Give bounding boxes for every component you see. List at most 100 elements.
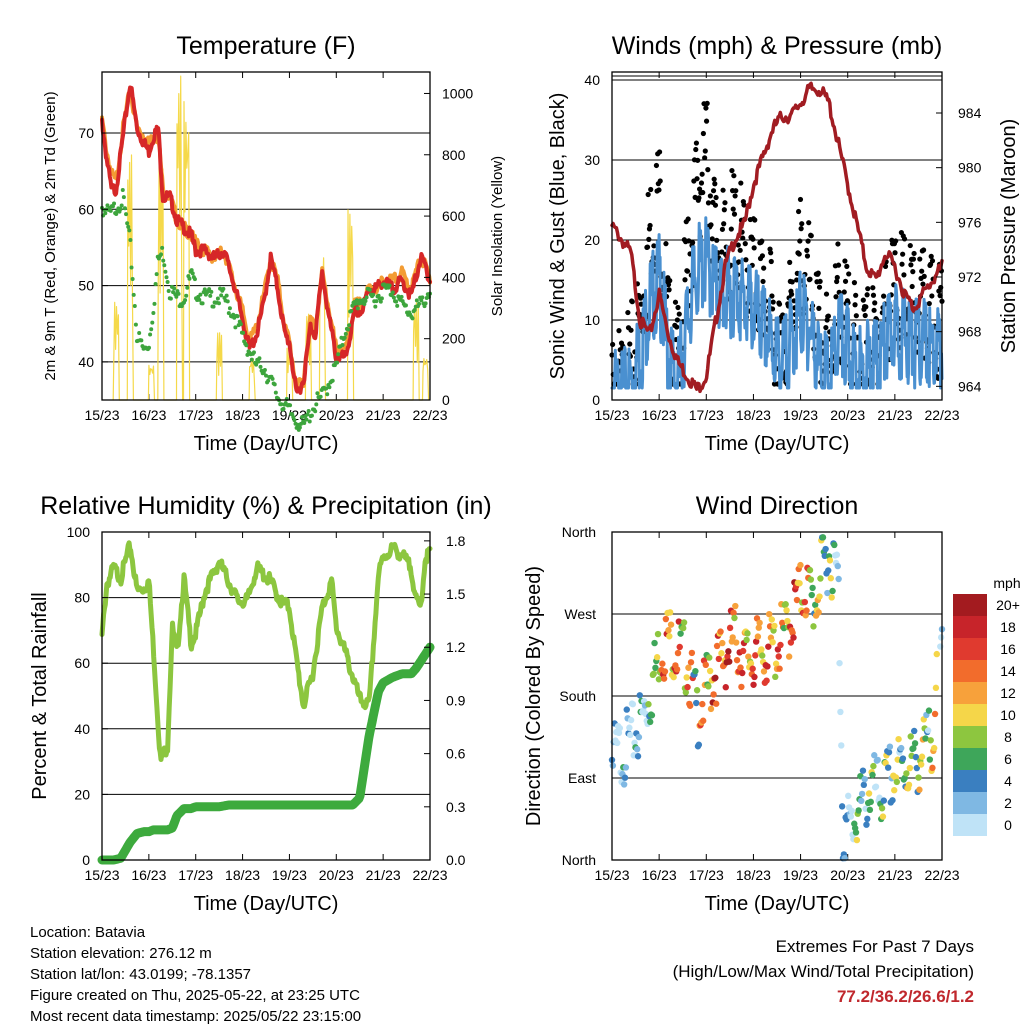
gust-point xyxy=(865,286,871,292)
direction-point xyxy=(848,807,855,815)
gust-point xyxy=(740,235,746,241)
direction-point xyxy=(686,702,694,709)
gust-point xyxy=(737,247,743,253)
temp-xlabel: Time (Day/UTC) xyxy=(194,433,339,455)
gust-point xyxy=(911,250,917,257)
legend-label: 14 xyxy=(1000,663,1016,679)
rh-xtick-label: 21/23 xyxy=(366,867,401,883)
legend-swatch xyxy=(953,748,987,770)
dewpoint-point xyxy=(254,362,259,367)
direction-point xyxy=(684,683,691,691)
legend-swatch xyxy=(953,792,987,814)
direction-point xyxy=(776,665,783,672)
gust-point xyxy=(760,278,766,285)
direction-point xyxy=(825,567,832,574)
dewpoint-point xyxy=(215,296,220,301)
temp-ytick-right-label: 800 xyxy=(442,147,466,163)
direction-point xyxy=(695,741,703,748)
direction-point xyxy=(772,673,779,681)
direction-point xyxy=(744,630,751,637)
gust-point xyxy=(720,187,726,193)
precipitation-line xyxy=(97,642,435,865)
direction-point xyxy=(879,813,887,820)
gust-point xyxy=(823,324,829,331)
dewpoint-point xyxy=(163,269,168,274)
gust-point xyxy=(842,258,848,264)
gust-point xyxy=(705,200,712,206)
direction-point xyxy=(660,675,668,682)
temp-ytick-label: 70 xyxy=(78,125,94,141)
direction-point xyxy=(916,786,923,793)
rh-ytick-right-label: 0.0 xyxy=(446,852,466,868)
direction-point xyxy=(693,699,700,707)
gust-point xyxy=(917,256,923,262)
dewpoint-point xyxy=(152,301,157,306)
direction-point xyxy=(622,764,630,771)
dewpoint-point xyxy=(313,409,318,414)
gust-point xyxy=(804,253,811,259)
dewpoint-point xyxy=(270,376,275,381)
dewpoint-point xyxy=(121,195,126,200)
direction-point xyxy=(863,821,870,828)
dewpoint-point xyxy=(211,304,216,309)
gust-point xyxy=(695,157,701,163)
dir-ytick-label: East xyxy=(568,770,596,786)
dewpoint-point xyxy=(325,392,330,397)
direction-point xyxy=(796,580,803,587)
dir-xtick-label: 20/23 xyxy=(830,867,865,883)
dewpoint-point xyxy=(272,382,277,387)
direction-point xyxy=(827,575,835,582)
direction-point xyxy=(889,797,896,804)
dewpoint-point xyxy=(197,297,202,302)
direction-point xyxy=(627,731,634,739)
direction-point xyxy=(790,634,797,641)
dewpoint-point xyxy=(363,298,368,303)
gust-point xyxy=(926,300,932,307)
dewpoint-point xyxy=(412,307,417,312)
dewpoint-point xyxy=(119,203,124,208)
direction-point xyxy=(722,684,729,691)
gust-point xyxy=(712,202,719,208)
direction-point xyxy=(858,790,866,798)
dewpoint-point xyxy=(122,206,127,211)
gust-point xyxy=(646,236,652,242)
direction-point xyxy=(905,781,913,789)
dewpoint-point xyxy=(417,301,422,306)
gust-point xyxy=(852,302,858,308)
dewpoint-point xyxy=(403,303,408,308)
gust-point xyxy=(759,238,765,244)
dewpoint-point xyxy=(174,294,179,299)
gust-point xyxy=(707,193,713,199)
dir-xtick-label: 18/23 xyxy=(736,867,771,883)
gust-point xyxy=(689,239,696,246)
gust-point xyxy=(901,272,907,278)
winds-xlabel: Time (Day/UTC) xyxy=(705,433,850,455)
gust-point xyxy=(693,140,700,146)
temp-ytick-label: 40 xyxy=(78,354,94,370)
rh-ytick-right-label: 0.3 xyxy=(446,799,466,815)
direction-point xyxy=(861,775,868,783)
gust-point xyxy=(789,279,795,285)
dir-title: Wind Direction xyxy=(696,492,859,520)
gust-point xyxy=(776,301,783,307)
dir-ytick-label: North xyxy=(562,852,596,868)
dewpoint-point xyxy=(309,413,314,418)
gust-point xyxy=(846,271,852,277)
gust-point xyxy=(860,297,866,303)
legend-swatch xyxy=(953,594,987,616)
direction-series xyxy=(608,534,946,862)
gust-point xyxy=(770,299,776,305)
gust-point xyxy=(862,312,868,319)
direction-point xyxy=(738,683,745,691)
temp-xtick-label: 18/23 xyxy=(225,407,260,423)
dewpoint-point xyxy=(192,277,197,282)
legend-label: 12 xyxy=(1000,685,1016,701)
direction-point xyxy=(871,752,878,759)
direction-point xyxy=(747,660,755,667)
dewpoint-point xyxy=(302,420,307,425)
winds-ytick-right-label: 980 xyxy=(958,160,982,176)
dewpoint-point xyxy=(202,287,207,292)
direction-point xyxy=(699,717,707,724)
dewpoint-point xyxy=(185,285,190,290)
gust-point xyxy=(806,220,812,226)
